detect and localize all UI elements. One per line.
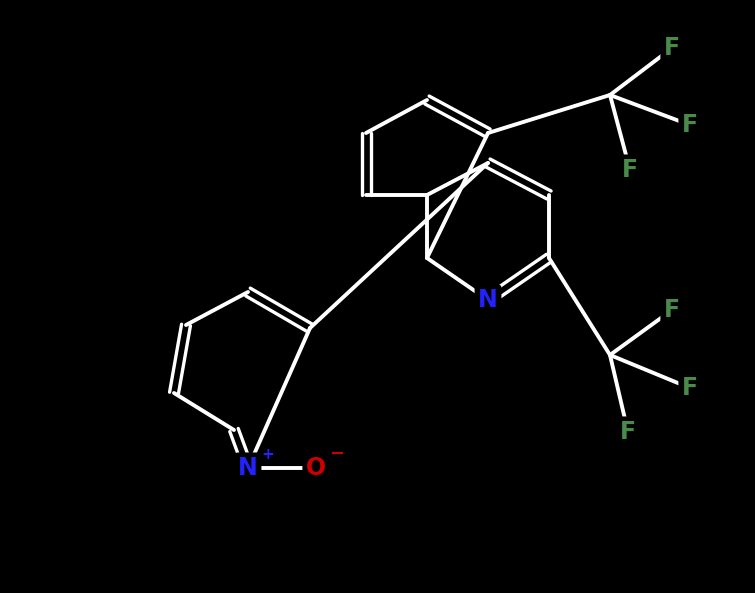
Text: F: F <box>664 298 680 322</box>
Text: F: F <box>682 376 698 400</box>
Text: F: F <box>622 158 638 182</box>
Text: O: O <box>306 456 326 480</box>
Text: F: F <box>620 420 636 444</box>
Text: −: − <box>329 445 344 463</box>
Text: N: N <box>478 288 498 312</box>
Text: N: N <box>238 456 258 480</box>
Text: F: F <box>682 113 698 137</box>
Text: F: F <box>664 36 680 60</box>
Text: +: + <box>261 447 274 462</box>
